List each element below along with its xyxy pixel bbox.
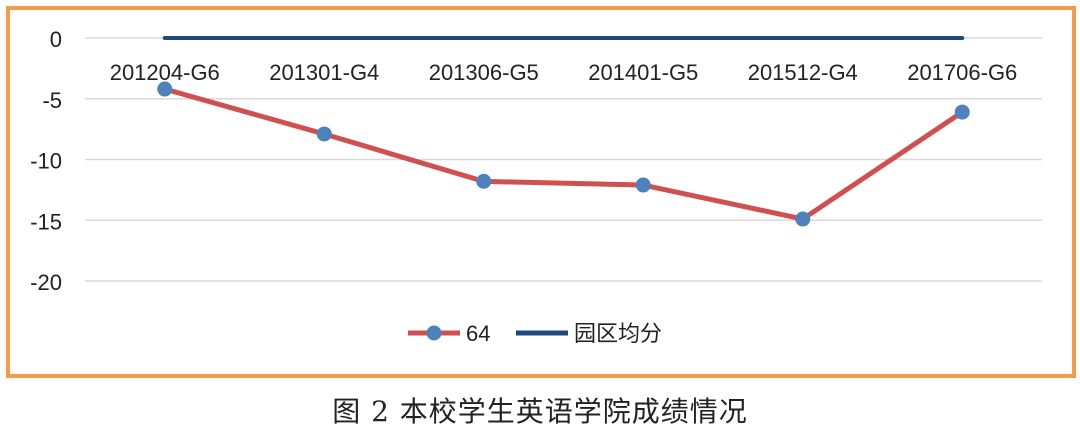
x-tick-label: 201706-G6 (907, 60, 1017, 85)
legend-label-district-average: 园区均分 (574, 322, 662, 347)
y-tick-label: -15 (30, 209, 62, 234)
x-tick-label: 201306-G5 (429, 60, 539, 85)
data-point (157, 81, 173, 97)
data-point (954, 104, 970, 120)
y-tick-label: -20 (30, 270, 62, 295)
x-tick-label: 201512-G4 (748, 60, 858, 85)
figure-caption: 图 2 本校学生英语学院成绩情况 (332, 395, 748, 428)
series-line-school (162, 86, 965, 222)
line-chart: 0 -5 -10 -15 -20 201204-G6 201301-G4 201306-G5 2… (30, 27, 1042, 347)
data-point (795, 211, 811, 227)
chart-frame (6, 6, 1076, 378)
x-tick-label: 201204-G6 (110, 60, 220, 85)
y-tick-label: 0 (50, 27, 62, 52)
x-tick-label: 201401-G5 (588, 60, 698, 85)
legend-marker-school (426, 325, 442, 341)
legend-label-school: 64 (466, 321, 490, 346)
y-tick-label: -10 (30, 149, 62, 174)
y-tick-label: -5 (42, 88, 62, 113)
data-point (635, 177, 651, 193)
data-point (316, 126, 332, 142)
data-point (476, 173, 492, 189)
x-tick-label: 201301-G4 (269, 60, 379, 85)
